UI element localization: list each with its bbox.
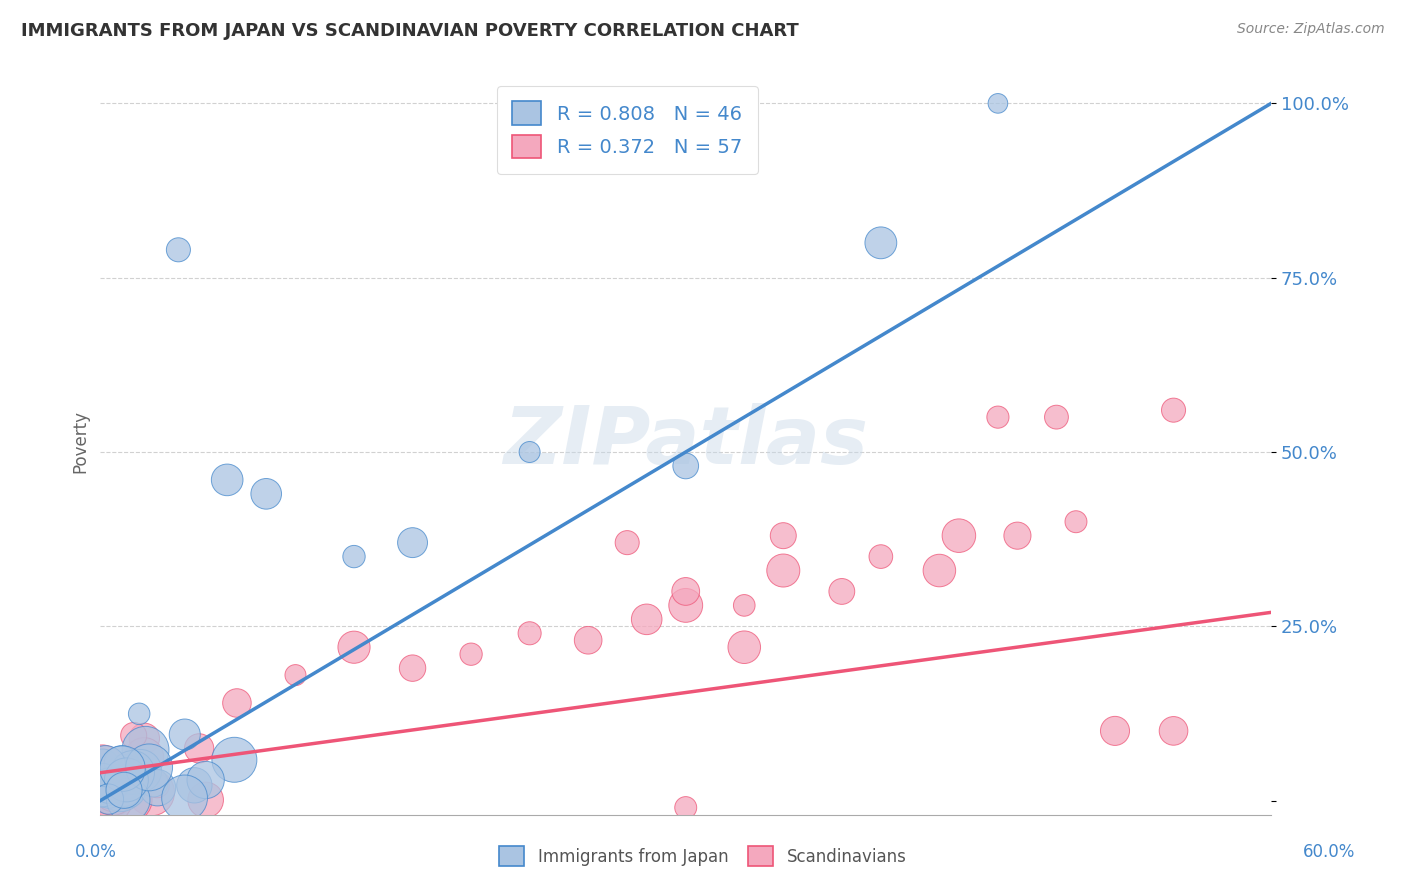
Point (576, 633, 599, 648)
Point (675, 599, 697, 613)
Point (101, 788, 124, 802)
Point (217, 473, 239, 487)
Point (111, 762, 134, 776)
Point (772, 564, 794, 578)
Point (1064, 515, 1087, 529)
Point (91, 767, 114, 781)
Point (1045, 410, 1067, 425)
Point (733, 640, 755, 655)
Point (616, 535, 638, 549)
Point (636, 612, 658, 626)
Point (138, 760, 160, 774)
Point (343, 549, 366, 564)
Point (1163, 723, 1185, 738)
Point (224, 753, 246, 767)
Point (146, 780, 169, 795)
Point (675, 458, 697, 473)
Point (114, 770, 136, 784)
Point (142, 775, 165, 789)
Point (120, 793, 142, 807)
Point (1104, 723, 1126, 738)
Legend: R = 0.808   N = 46, R = 0.372   N = 57: R = 0.808 N = 46, R = 0.372 N = 57 (496, 86, 758, 174)
Point (173, 727, 195, 741)
Point (115, 772, 138, 787)
Point (675, 800, 697, 814)
Point (112, 783, 135, 797)
Point (107, 792, 129, 806)
Point (97, 789, 120, 803)
Point (194, 793, 217, 807)
Point (121, 765, 143, 780)
Point (772, 529, 794, 543)
Point (831, 584, 853, 599)
Point (105, 776, 128, 790)
Point (122, 729, 145, 743)
Point (114, 781, 136, 796)
Point (987, 410, 1010, 425)
Point (173, 791, 195, 805)
Point (97, 788, 120, 802)
Point (129, 764, 152, 778)
Point (91, 758, 114, 772)
Point (194, 772, 217, 787)
Point (1007, 529, 1029, 543)
Text: IMMIGRANTS FROM JAPAN VS SCANDINAVIAN POVERTY CORRELATION CHART: IMMIGRANTS FROM JAPAN VS SCANDINAVIAN PO… (21, 22, 799, 40)
Point (460, 647, 482, 661)
Text: 0.0%: 0.0% (75, 843, 117, 861)
Point (103, 780, 125, 794)
Point (928, 564, 950, 578)
Point (110, 780, 132, 795)
Point (91, 758, 114, 772)
Point (146, 779, 169, 793)
Point (401, 661, 423, 675)
Point (167, 243, 190, 257)
Point (675, 584, 697, 599)
Point (91, 771, 114, 785)
Point (284, 668, 307, 682)
Point (226, 696, 249, 710)
Point (100, 792, 122, 806)
Point (98, 779, 121, 793)
Legend: Immigrants from Japan, Scandinavians: Immigrants from Japan, Scandinavians (492, 839, 914, 873)
Point (100, 777, 122, 791)
Point (987, 96, 1010, 111)
Point (128, 706, 150, 721)
Point (519, 626, 541, 640)
Y-axis label: Poverty: Poverty (72, 410, 89, 473)
Point (188, 741, 211, 756)
Point (254, 487, 277, 501)
Point (91, 778, 114, 792)
Point (117, 793, 139, 807)
Point (519, 445, 541, 459)
Point (110, 756, 132, 770)
Point (98, 793, 121, 807)
Point (141, 786, 163, 800)
Point (134, 743, 156, 757)
Point (869, 235, 891, 250)
Point (401, 535, 423, 549)
Point (117, 783, 139, 797)
Point (948, 529, 970, 543)
Point (117, 772, 139, 787)
Point (97, 792, 120, 806)
Point (91, 784, 114, 798)
Point (94, 759, 117, 773)
Text: 60.0%: 60.0% (1302, 843, 1355, 861)
Point (343, 640, 366, 655)
Point (103, 785, 125, 799)
Text: ZIPatlas: ZIPatlas (503, 402, 869, 481)
Point (183, 778, 205, 792)
Text: Source: ZipAtlas.com: Source: ZipAtlas.com (1237, 22, 1385, 37)
Point (91, 780, 114, 795)
Point (127, 764, 149, 779)
Point (869, 549, 891, 564)
Point (101, 779, 124, 793)
Point (134, 731, 156, 746)
Point (733, 599, 755, 613)
Point (1163, 403, 1185, 417)
Point (132, 750, 155, 764)
